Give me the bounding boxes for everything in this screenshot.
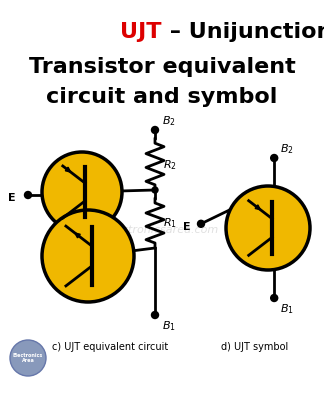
Circle shape xyxy=(152,127,158,134)
Text: Electronics
Area: Electronics Area xyxy=(13,353,43,364)
Circle shape xyxy=(271,154,278,162)
Circle shape xyxy=(198,220,204,227)
Circle shape xyxy=(10,340,46,376)
Circle shape xyxy=(271,294,278,301)
Circle shape xyxy=(226,186,310,270)
Text: E: E xyxy=(8,193,16,203)
Text: c) UJT equivalent circuit: c) UJT equivalent circuit xyxy=(52,342,168,352)
Text: $B_2$: $B_2$ xyxy=(162,114,176,128)
Text: UJT: UJT xyxy=(121,22,162,42)
Polygon shape xyxy=(75,233,80,238)
Text: Transistor equivalent: Transistor equivalent xyxy=(29,57,295,77)
Circle shape xyxy=(42,152,122,232)
Text: $B_1$: $B_1$ xyxy=(162,319,176,333)
Circle shape xyxy=(42,210,134,302)
Circle shape xyxy=(152,312,158,318)
Text: – Unijunction: – Unijunction xyxy=(162,22,324,42)
Circle shape xyxy=(25,191,31,198)
Text: $R_1$: $R_1$ xyxy=(163,216,177,230)
Text: d) UJT symbol: d) UJT symbol xyxy=(221,342,289,352)
Circle shape xyxy=(152,187,158,193)
Text: $B_2$: $B_2$ xyxy=(280,142,294,156)
Text: circuit and symbol: circuit and symbol xyxy=(46,87,278,107)
Text: $R_2$: $R_2$ xyxy=(163,158,177,172)
Polygon shape xyxy=(255,205,260,210)
Text: E: E xyxy=(183,222,191,232)
Polygon shape xyxy=(65,167,71,172)
Text: $B_1$: $B_1$ xyxy=(280,302,294,316)
Text: electronicsarea.com: electronicsarea.com xyxy=(105,225,219,235)
